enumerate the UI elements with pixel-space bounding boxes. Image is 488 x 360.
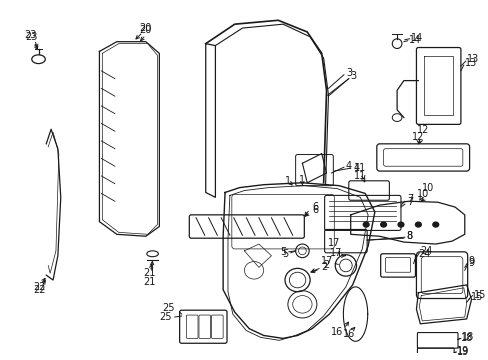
Text: 3: 3 [350, 71, 356, 81]
Text: 4: 4 [353, 163, 359, 173]
Text: 24: 24 [420, 246, 432, 256]
Text: 13: 13 [464, 58, 476, 68]
Ellipse shape [397, 222, 403, 227]
Text: 2: 2 [323, 260, 329, 270]
Text: 4: 4 [345, 161, 351, 171]
Text: 5: 5 [280, 247, 286, 257]
Text: 19: 19 [456, 347, 468, 357]
Text: 1: 1 [284, 176, 290, 186]
Text: 17: 17 [327, 238, 340, 248]
Text: 24: 24 [418, 249, 430, 259]
Text: 14: 14 [410, 33, 422, 43]
Text: 2: 2 [321, 262, 327, 273]
Text: 11: 11 [353, 163, 366, 173]
Text: 12: 12 [411, 132, 424, 142]
Text: 10: 10 [416, 189, 428, 199]
Text: 21: 21 [143, 268, 156, 278]
Text: 15: 15 [472, 290, 485, 300]
Text: 20: 20 [140, 23, 152, 33]
Ellipse shape [363, 222, 368, 227]
Ellipse shape [380, 222, 386, 227]
Text: 8: 8 [406, 231, 412, 241]
Text: 18: 18 [460, 333, 472, 343]
Text: 23: 23 [24, 30, 37, 40]
Text: 1: 1 [299, 175, 305, 185]
Text: 7: 7 [406, 194, 412, 204]
Ellipse shape [415, 222, 420, 227]
Text: 12: 12 [416, 125, 428, 135]
Text: 5: 5 [282, 249, 288, 259]
Text: 22: 22 [33, 285, 46, 295]
Text: 21: 21 [143, 277, 156, 287]
Text: 18: 18 [461, 332, 473, 342]
Text: 14: 14 [408, 35, 420, 45]
Text: 8: 8 [406, 231, 412, 241]
Text: 23: 23 [25, 32, 38, 42]
Text: 3: 3 [345, 68, 351, 78]
Text: 25: 25 [162, 303, 174, 313]
Text: 9: 9 [468, 258, 474, 269]
Text: 13: 13 [466, 54, 478, 64]
Text: 7: 7 [406, 197, 412, 207]
Text: 6: 6 [311, 202, 318, 212]
Text: 11: 11 [353, 171, 366, 181]
Text: 6: 6 [311, 205, 318, 215]
Text: 17: 17 [329, 248, 342, 258]
Text: 22: 22 [33, 282, 46, 292]
Text: 20: 20 [140, 25, 152, 35]
Ellipse shape [432, 222, 438, 227]
Text: 9: 9 [468, 256, 474, 266]
Text: 16: 16 [342, 329, 354, 338]
Text: 16: 16 [330, 327, 342, 337]
Text: 15: 15 [469, 292, 482, 302]
Text: 25: 25 [159, 312, 172, 322]
Text: 19: 19 [456, 346, 468, 356]
Text: 17: 17 [320, 256, 333, 266]
Text: 10: 10 [421, 184, 433, 193]
